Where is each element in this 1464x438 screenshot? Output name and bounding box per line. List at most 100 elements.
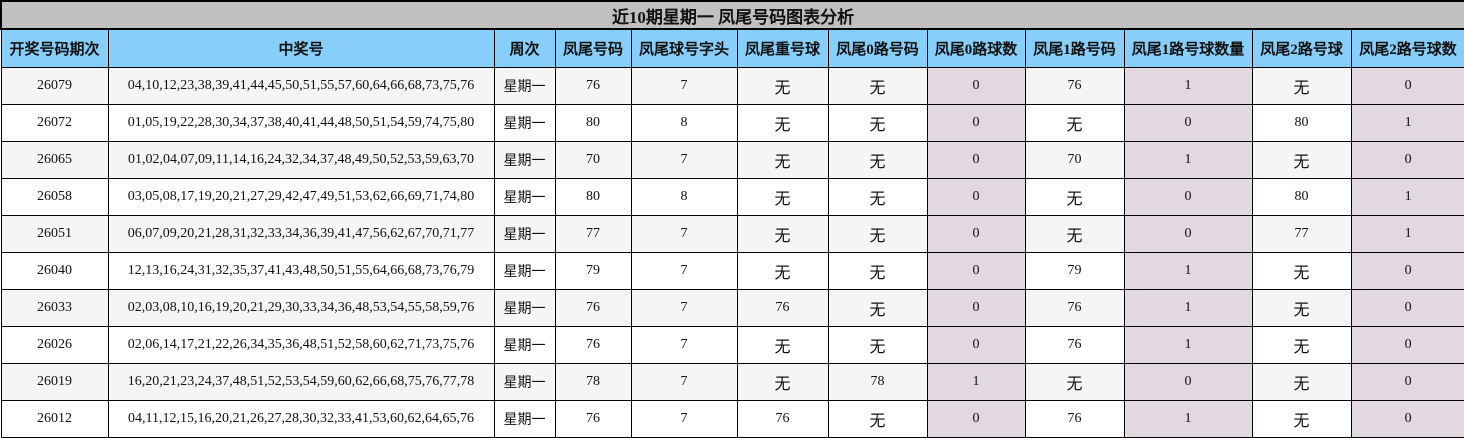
cell-tail-road2-number: 无: [1251, 67, 1352, 105]
cell-tail-number: 80: [554, 178, 632, 216]
cell-issue: 26079: [0, 67, 109, 105]
cell-tail-road0-count: 0: [926, 141, 1026, 179]
cell-tail-road2-number: 无: [1251, 363, 1352, 401]
cell-winning-numbers: 02,03,08,10,16,19,20,21,29,30,33,34,36,4…: [107, 289, 495, 327]
table-row: 26040 12,13,16,24,31,32,35,37,41,43,48,50…: [0, 252, 1464, 290]
cell-tail-repeat: 无: [736, 252, 829, 290]
cell-tail-road1-count: 1: [1123, 400, 1253, 438]
cell-tail-road1-number: 无: [1024, 363, 1125, 401]
table-row: 26026 02,06,14,17,21,22,26,34,35,36,48,51…: [0, 326, 1464, 364]
cell-tail-road2-number: 80: [1251, 104, 1352, 142]
cell-tail-road1-count: 0: [1123, 104, 1253, 142]
cell-tail-road1-count: 1: [1123, 326, 1253, 364]
column-header-tail-repeat: 凤尾重号球: [736, 28, 829, 68]
cell-tail-road2-number: 77: [1251, 215, 1352, 253]
cell-tail-road2-number: 无: [1251, 326, 1352, 364]
cell-tail-road0-number: 无: [827, 141, 928, 179]
column-header-winning-numbers: 中奖号: [107, 28, 495, 68]
cell-tail-road1-count: 1: [1123, 141, 1253, 179]
cell-tail-repeat: 无: [736, 178, 829, 216]
cell-tail-road1-number: 79: [1024, 252, 1125, 290]
cell-tail-repeat: 无: [736, 326, 829, 364]
column-header-tail-prefix: 凤尾球号字头: [630, 28, 738, 68]
cell-winning-numbers: 04,11,12,15,16,20,21,26,27,28,30,32,33,4…: [107, 400, 495, 438]
column-header-weekday: 周次: [493, 28, 556, 68]
cell-tail-road1-count: 1: [1123, 252, 1253, 290]
table-row: 26051 06,07,09,20,21,28,31,32,33,34,36,39…: [0, 215, 1464, 253]
cell-tail-number: 80: [554, 104, 632, 142]
column-header-tail-road1-number: 凤尾1路号码: [1024, 28, 1125, 68]
cell-tail-road0-count: 0: [926, 104, 1026, 142]
cell-tail-road2-count: 0: [1350, 141, 1464, 179]
column-header-tail-number: 凤尾号码: [554, 28, 632, 68]
cell-winning-numbers: 04,10,12,23,38,39,41,44,45,50,51,55,57,6…: [107, 67, 495, 105]
cell-tail-road0-number: 无: [827, 400, 928, 438]
cell-tail-road0-count: 0: [926, 215, 1026, 253]
cell-tail-road2-number: 无: [1251, 400, 1352, 438]
cell-tail-prefix: 7: [630, 289, 738, 327]
cell-tail-prefix: 7: [630, 141, 738, 179]
cell-tail-number: 76: [554, 326, 632, 364]
cell-tail-road0-number: 无: [827, 326, 928, 364]
cell-tail-road2-number: 无: [1251, 141, 1352, 179]
table-row: 26079 04,10,12,23,38,39,41,44,45,50,51,55…: [0, 67, 1464, 105]
cell-tail-road1-number: 无: [1024, 215, 1125, 253]
cell-tail-road1-number: 76: [1024, 289, 1125, 327]
column-header-tail-road2-count: 凤尾2路号球数: [1350, 28, 1464, 68]
cell-tail-number: 78: [554, 363, 632, 401]
cell-tail-road0-count: 0: [926, 252, 1026, 290]
cell-tail-road1-number: 76: [1024, 67, 1125, 105]
cell-weekday: 星期一: [493, 141, 556, 179]
cell-tail-prefix: 8: [630, 178, 738, 216]
cell-tail-road2-count: 1: [1350, 215, 1464, 253]
cell-winning-numbers: 01,02,04,07,09,11,14,16,24,32,34,37,48,4…: [107, 141, 495, 179]
cell-issue: 26065: [0, 141, 109, 179]
cell-issue: 26058: [0, 178, 109, 216]
cell-tail-prefix: 8: [630, 104, 738, 142]
cell-weekday: 星期一: [493, 289, 556, 327]
cell-tail-road0-number: 无: [827, 289, 928, 327]
header-row: 开奖号码期次 中奖号 周次 凤尾号码 凤尾球号字头 凤尾重号球 凤尾0路号码 凤尾0路球数 凤尾…: [0, 28, 1464, 68]
table-row: 26019 16,20,21,23,24,37,48,51,52,53,54,59…: [0, 363, 1464, 401]
cell-weekday: 星期一: [493, 326, 556, 364]
cell-tail-road2-number: 80: [1251, 178, 1352, 216]
cell-issue: 26026: [0, 326, 109, 364]
cell-issue: 26072: [0, 104, 109, 142]
cell-weekday: 星期一: [493, 363, 556, 401]
table-row: 26065 01,02,04,07,09,11,14,16,24,32,34,37…: [0, 141, 1464, 179]
column-header-tail-road2-number: 凤尾2路号球: [1251, 28, 1352, 68]
cell-winning-numbers: 12,13,16,24,31,32,35,37,41,43,48,50,51,5…: [107, 252, 495, 290]
cell-tail-number: 70: [554, 141, 632, 179]
cell-winning-numbers: 02,06,14,17,21,22,26,34,35,36,48,51,52,5…: [107, 326, 495, 364]
table-row: 26012 04,11,12,15,16,20,21,26,27,28,30,32…: [0, 400, 1464, 438]
cell-tail-road0-count: 0: [926, 67, 1026, 105]
cell-tail-number: 76: [554, 400, 632, 438]
table-row: 26058 03,05,08,17,19,20,21,27,29,42,47,49…: [0, 178, 1464, 216]
cell-tail-road0-count: 0: [926, 289, 1026, 327]
cell-tail-road1-number: 无: [1024, 104, 1125, 142]
cell-tail-road2-number: 无: [1251, 289, 1352, 327]
cell-tail-number: 76: [554, 289, 632, 327]
cell-tail-road2-count: 0: [1350, 289, 1464, 327]
cell-tail-number: 77: [554, 215, 632, 253]
column-header-tail-road0-count: 凤尾0路球数: [926, 28, 1026, 68]
cell-tail-road2-count: 0: [1350, 252, 1464, 290]
cell-tail-prefix: 7: [630, 363, 738, 401]
cell-weekday: 星期一: [493, 67, 556, 105]
cell-tail-road2-count: 0: [1350, 363, 1464, 401]
cell-tail-road2-count: 1: [1350, 178, 1464, 216]
cell-issue: 26012: [0, 400, 109, 438]
table-title: 近10期星期一 凤尾号码图表分析: [0, 0, 1464, 30]
cell-tail-road0-number: 无: [827, 67, 928, 105]
cell-tail-road0-number: 无: [827, 104, 928, 142]
cell-tail-road0-count: 0: [926, 178, 1026, 216]
cell-tail-road0-count: 0: [926, 326, 1026, 364]
cell-weekday: 星期一: [493, 178, 556, 216]
cell-tail-road0-number: 无: [827, 252, 928, 290]
cell-tail-road1-count: 0: [1123, 215, 1253, 253]
table-row: 26033 02,03,08,10,16,19,20,21,29,30,33,34…: [0, 289, 1464, 327]
cell-winning-numbers: 01,05,19,22,28,30,34,37,38,40,41,44,48,5…: [107, 104, 495, 142]
cell-winning-numbers: 16,20,21,23,24,37,48,51,52,53,54,59,60,6…: [107, 363, 495, 401]
cell-tail-number: 79: [554, 252, 632, 290]
